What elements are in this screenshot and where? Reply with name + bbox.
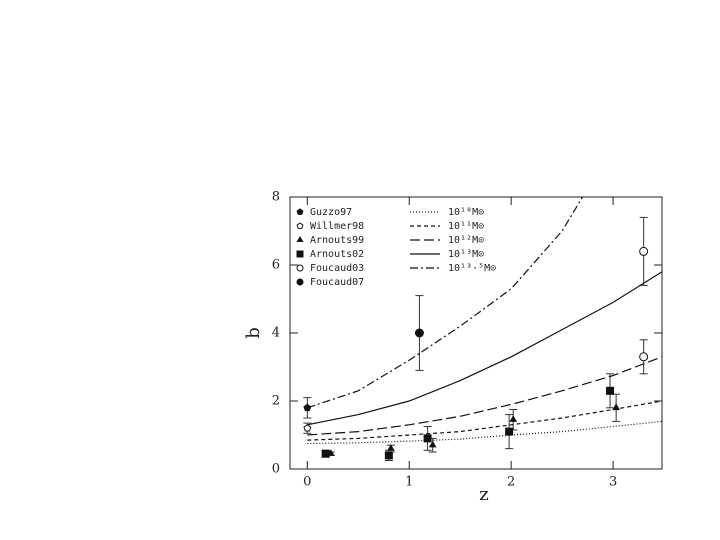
legend-label: Arnouts02 bbox=[310, 249, 364, 260]
legend-label: 10¹³·⁵M⊙ bbox=[448, 263, 496, 274]
legend-label: Guzzo97 bbox=[310, 207, 352, 218]
legend-label: Willmer98 bbox=[310, 221, 364, 232]
marker bbox=[321, 449, 330, 458]
legend-label: 10¹⁰M⊙ bbox=[448, 207, 484, 218]
x-tick-label: 0 bbox=[303, 475, 311, 490]
y-tick-label: 4 bbox=[272, 326, 280, 341]
y-tick-label: 0 bbox=[272, 462, 280, 477]
marker bbox=[303, 424, 312, 432]
y-axis-label: b bbox=[243, 327, 264, 339]
x-axis-label: z bbox=[479, 484, 488, 505]
marker bbox=[414, 328, 424, 338]
marker bbox=[423, 434, 432, 443]
marker bbox=[296, 208, 304, 215]
x-tick-label: 2 bbox=[507, 475, 515, 490]
model-line bbox=[307, 420, 663, 445]
marker bbox=[387, 444, 395, 451]
legend-label: Foucaud03 bbox=[310, 263, 364, 274]
model-line bbox=[307, 196, 584, 409]
marker bbox=[296, 236, 304, 242]
marker bbox=[509, 415, 518, 422]
marker bbox=[428, 440, 437, 448]
x-tick-label: 3 bbox=[609, 475, 617, 490]
marker bbox=[296, 222, 304, 229]
model-line bbox=[307, 400, 663, 441]
legend-label: Arnouts99 bbox=[310, 235, 364, 246]
y-tick-label: 6 bbox=[272, 258, 280, 273]
model-line bbox=[307, 271, 663, 426]
legend-label: 10¹¹M⊙ bbox=[448, 221, 484, 232]
marker bbox=[639, 352, 649, 362]
marker bbox=[296, 278, 304, 286]
model-line bbox=[307, 356, 663, 436]
legend-label: Foucaud07 bbox=[310, 277, 364, 288]
y-tick-label: 2 bbox=[272, 394, 280, 409]
marker bbox=[296, 250, 304, 258]
y-tick-label: 8 bbox=[272, 190, 280, 205]
marker bbox=[296, 264, 304, 272]
legend-label: 10¹²M⊙ bbox=[448, 235, 484, 246]
x-tick-label: 1 bbox=[405, 475, 413, 490]
marker bbox=[639, 246, 649, 256]
marker bbox=[384, 451, 393, 460]
marker bbox=[612, 403, 621, 411]
marker bbox=[505, 427, 514, 436]
legend-label: 10¹³M⊙ bbox=[448, 249, 484, 260]
marker bbox=[606, 386, 615, 395]
